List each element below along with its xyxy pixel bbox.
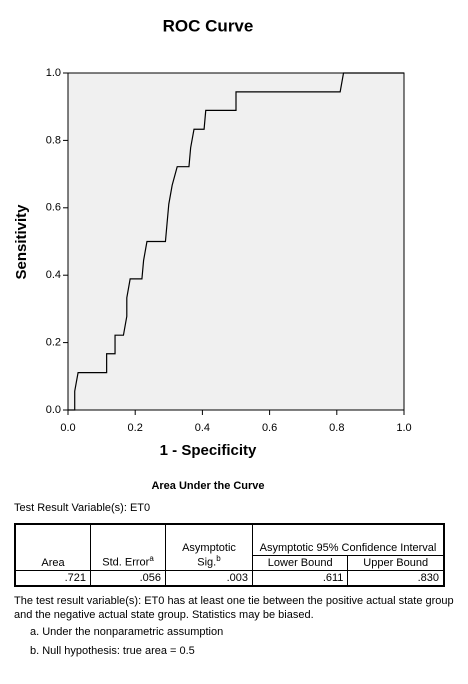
y-tick-label: 0.2: [46, 337, 61, 349]
y-tick-label: 0.0: [46, 404, 61, 416]
header-cell: Upper Bound: [347, 555, 445, 571]
x-tick-label: 0.8: [329, 422, 344, 434]
header: Asymptotic Sig.: [182, 542, 236, 569]
x-tick-label: 0.2: [128, 422, 143, 434]
chart: ROC Curve 1 - Specificity Sensitivity 0.…: [13, 16, 412, 459]
footnote-mark: b: [216, 554, 221, 564]
header: Asymptotic 95% Confidence Interval: [259, 542, 437, 554]
table-title: Area Under the Curve: [151, 480, 265, 492]
cell: .611: [251, 570, 349, 587]
cell: .830: [347, 570, 445, 587]
footnote: b. Null hypothesis: true area = 0.5: [30, 645, 195, 657]
footnote: a. Under the nonparametric assumption: [30, 626, 224, 638]
header-cell: Asymptotic Sig.b: [165, 523, 253, 571]
header-cell: Lower Bound: [251, 555, 349, 571]
y-tick-label: 1.0: [46, 67, 61, 79]
header-cell: Asymptotic 95% Confidence Interval: [252, 523, 445, 556]
footnote-mark: a: [149, 554, 154, 564]
table-variable: Test Result Variable(s): ET0: [14, 502, 151, 514]
y-tick-label: 0.6: [46, 202, 61, 214]
cell: .056: [90, 570, 166, 587]
plot-area: [67, 72, 405, 411]
table-note: The test result variable(s): ET0 has at …: [14, 595, 454, 621]
x-tick-label: 0.0: [60, 422, 75, 434]
header-cell: Area: [14, 523, 91, 571]
header: Upper Bound: [363, 557, 429, 569]
cell: .721: [14, 570, 91, 587]
auc-table: Area Std. Errora Asymptotic Sig.b Asympt…: [14, 523, 445, 587]
x-tick-label: 1.0: [396, 422, 411, 434]
cell: .003: [165, 570, 253, 587]
x-tick-label: 0.6: [262, 422, 277, 434]
header: Std. Error: [102, 557, 150, 569]
chart-title: ROC Curve: [163, 16, 254, 35]
x-tick-label: 0.4: [195, 422, 210, 434]
y-tick-label: 0.4: [46, 269, 61, 281]
roc-line: [68, 72, 404, 411]
y-tick-label: 0.8: [46, 134, 61, 146]
header: Lower Bound: [267, 557, 333, 569]
header-cell: Std. Errora: [90, 523, 166, 571]
y-axis-label: Sensitivity: [13, 204, 30, 280]
header: Area: [41, 557, 65, 569]
x-axis-label: 1 - Specificity: [160, 442, 257, 459]
